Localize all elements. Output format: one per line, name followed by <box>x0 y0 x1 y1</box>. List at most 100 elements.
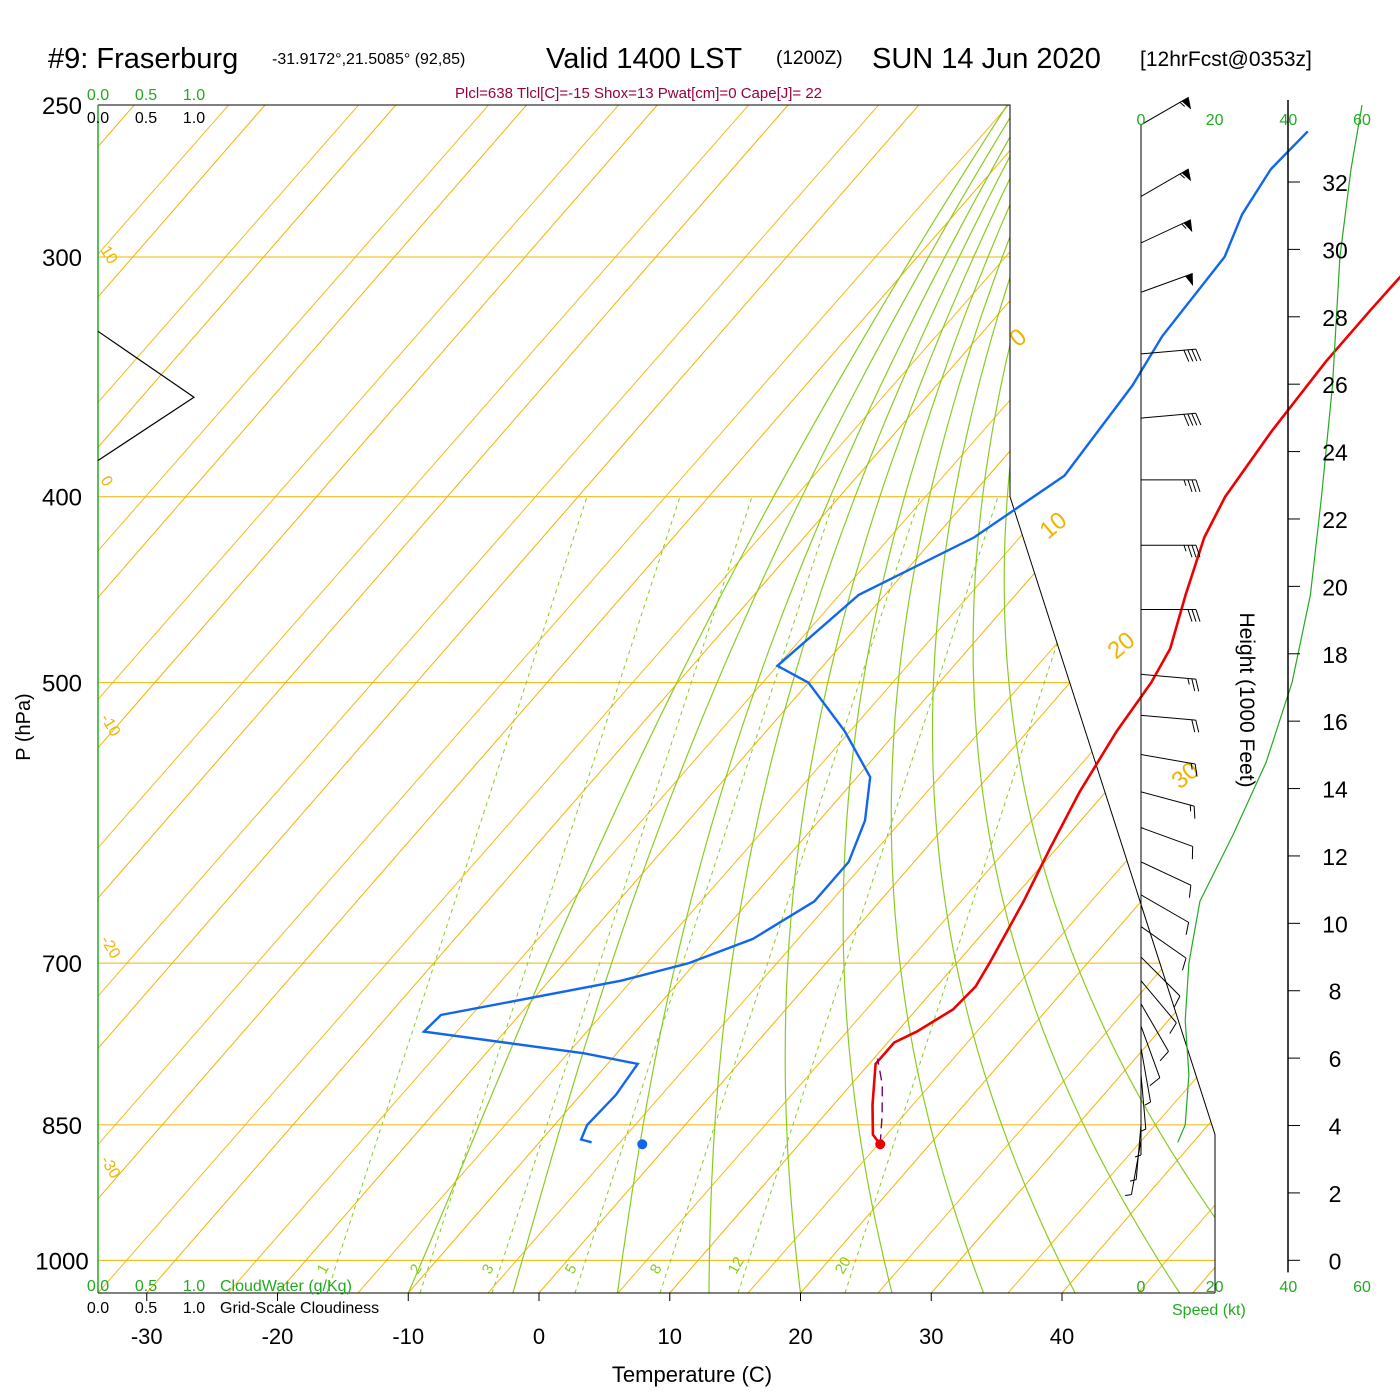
dry-adiabat-line <box>747 105 1215 1293</box>
isotherm-line <box>1061 105 1215 1293</box>
cloudiness-scale-top: 1.0 <box>183 110 205 127</box>
mixing-ratio-line <box>844 496 1106 1293</box>
wind-barb <box>1140 827 1194 860</box>
wind-barb <box>1140 348 1202 362</box>
wind-barb-feather <box>1187 545 1193 558</box>
speed-tick-bottom: 20 <box>1206 1279 1224 1296</box>
wind-barb-shaft <box>1140 714 1196 721</box>
height-tick-label: 22 <box>1322 507 1348 533</box>
wind-barb-feather <box>1173 995 1181 1008</box>
dry-adiabat-line <box>98 105 389 1293</box>
wind-barb-half-feather <box>1187 678 1190 685</box>
wind-barb-feather <box>1194 763 1198 777</box>
isotherm-line <box>669 105 1215 1293</box>
wind-barb-feather <box>1191 413 1198 426</box>
x-tick-label: 0 <box>533 1324 545 1349</box>
skew-isotherm-label: 10 <box>97 243 121 267</box>
wind-barb <box>1140 714 1200 733</box>
wind-barb <box>1140 861 1192 898</box>
mixing-ratio-line <box>419 496 681 1293</box>
wind-barb-half-feather <box>1179 173 1186 179</box>
wind-barb-feather <box>1185 922 1190 935</box>
height-tick-label: 10 <box>1322 911 1348 937</box>
x-tick-label: 30 <box>919 1324 943 1349</box>
mixing-ratio-label: 8 <box>647 1261 666 1277</box>
cloudiness-scale-bottom: 1.0 <box>183 1300 205 1317</box>
cloudwater-scale-bottom: 1.0 <box>183 1278 205 1295</box>
cloudwater-scale-bottom: 0.0 <box>87 1278 109 1295</box>
wind-barb <box>1140 1047 1152 1106</box>
x-tick-label: 10 <box>658 1324 682 1349</box>
wind-barb <box>1140 894 1190 935</box>
wind-barb <box>1140 168 1192 197</box>
isotherm-line <box>930 105 1215 1293</box>
speed-tick-top: 0 <box>1137 112 1146 129</box>
moist-adiabat-line <box>842 105 1057 1293</box>
isotherm-line <box>98 105 527 1293</box>
pressure-tick-label: 250 <box>42 93 82 120</box>
dry-adiabat-line <box>617 105 1215 1293</box>
wind-barbs <box>1125 96 1202 1197</box>
mixing-ratio-line <box>574 496 836 1293</box>
y-axis-title: P (hPa) <box>13 693 35 760</box>
dry-adiabat-line <box>98 105 1169 1293</box>
wind-barb <box>1140 219 1193 244</box>
moist-adiabat-line <box>1003 105 1215 1293</box>
pressure-tick-label: 700 <box>42 951 82 978</box>
wind-barb-shaft <box>1140 1003 1169 1052</box>
wind-barb-feather <box>1187 479 1193 493</box>
title-block: #9: Fraserburg -31.9172°,21.5085° (92,85… <box>48 43 1312 102</box>
wind-barb-pennant <box>1183 219 1193 233</box>
moist-adiabat-line <box>784 105 1048 1293</box>
profile-layer <box>97 130 1400 1150</box>
isotherm-line <box>146 105 1181 1293</box>
wind-barb <box>1140 926 1187 971</box>
isotherm-value-label: 20 <box>1103 627 1141 665</box>
mixing-ratio-line <box>491 496 753 1293</box>
isotherm-line <box>800 105 1215 1293</box>
skew-isotherm-label: -10 <box>97 711 124 740</box>
wind-barb <box>1140 673 1200 692</box>
wind-barb-feather <box>1183 414 1190 427</box>
stability-indices: Plcl=638 Tlcl[C]=-15 Shox=13 Pwat[cm]=0 … <box>455 85 822 102</box>
wind-barb-feather <box>1183 349 1190 362</box>
temperature-line <box>871 275 1400 1146</box>
height-tick-label: 16 <box>1322 709 1348 735</box>
wind-barb <box>1140 753 1198 777</box>
pressure-tick-label: 400 <box>42 485 82 512</box>
station-title: #9: Fraserburg <box>48 43 238 75</box>
wind-barb-shaft <box>1140 673 1196 680</box>
wind-barb-shaft <box>1140 894 1189 923</box>
height-axis-title: Height (1000 Feet) <box>1235 612 1258 787</box>
cloudiness-scale-top: 0.5 <box>135 110 157 127</box>
wind-barb-shaft <box>1140 219 1192 244</box>
isotherm-line <box>538 105 1215 1293</box>
surface-dewpoint-point <box>637 1139 648 1150</box>
pressure-tick-label: 1000 <box>35 1248 88 1275</box>
wind-barb-feather <box>1195 479 1201 493</box>
wind-barb <box>1141 609 1201 622</box>
dry-adiabat-line <box>98 105 519 1293</box>
isotherm-line <box>0 105 4 1293</box>
speed-tick-bottom: 60 <box>1353 1279 1371 1296</box>
axis-labels: Temperature (C) P (hPa) Height (1000 Fee… <box>13 612 1258 1387</box>
height-tick-label: 0 <box>1329 1248 1342 1274</box>
wind-barb-shaft <box>1140 273 1193 293</box>
wind-barb-feather <box>1195 678 1200 692</box>
height-tick-label: 18 <box>1322 642 1348 668</box>
isotherm-line <box>98 105 658 1293</box>
height-tick-label: 6 <box>1329 1046 1342 1072</box>
height-tick-label: 30 <box>1322 237 1348 263</box>
skew-isotherm-label: -20 <box>97 933 124 962</box>
moist-adiabat-line <box>407 105 1008 1293</box>
isotherm-line <box>277 105 1215 1293</box>
forecast-run: [12hrFcst@0353z] <box>1140 48 1312 71</box>
isotherm-line <box>98 105 920 1293</box>
grid-clip-group <box>0 105 1215 1293</box>
wind-barb-shaft <box>1130 1140 1142 1195</box>
height-tick-label: 8 <box>1329 979 1342 1005</box>
speed-tick-top: 60 <box>1353 112 1371 129</box>
wind-barb-feather <box>1187 413 1194 426</box>
dry-adiabat-line <box>98 105 649 1293</box>
